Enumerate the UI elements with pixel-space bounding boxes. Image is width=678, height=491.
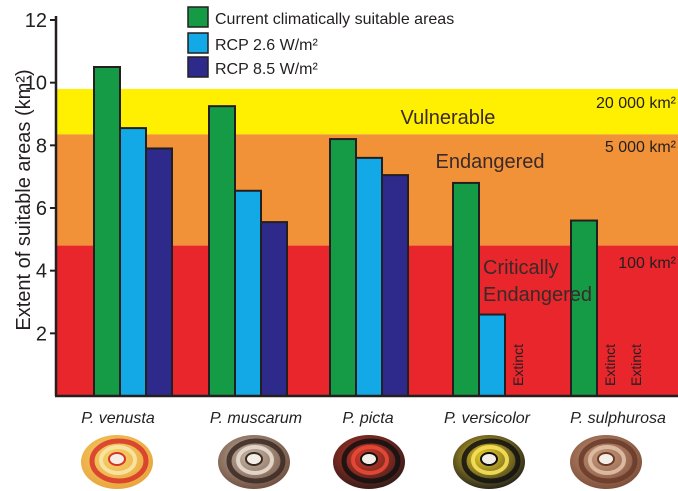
shell-band-middle — [471, 445, 509, 475]
band-label-line: Endangered — [483, 284, 592, 306]
shell-band-outer — [461, 438, 521, 484]
shell-band-outer — [226, 438, 286, 484]
shell-band-middle — [236, 445, 274, 475]
legend-swatch — [187, 56, 209, 78]
axes — [50, 16, 678, 398]
bar-1 — [208, 105, 236, 398]
band-vulnerable — [56, 88, 678, 135]
bar-3 — [260, 221, 288, 397]
extinct-labels: Extinct Extinct Extinct — [510, 344, 644, 386]
band-labels: Vulnerable 20 000 km² Endangered 5 000 km² C… — [401, 95, 677, 306]
y-tick-label: 2 — [36, 323, 47, 345]
category-label: P. sulphurosa — [570, 410, 666, 427]
y-tick-labels: 2 4 6 8 10 12 — [25, 10, 47, 345]
bar-2 — [355, 156, 383, 397]
shell-apex — [360, 452, 378, 466]
band-threshold: 20 000 km² — [596, 95, 677, 112]
legend-entry: Current climatically suitable areas — [215, 11, 454, 28]
bars — [93, 66, 598, 398]
bar-1 — [93, 66, 121, 397]
category-label: P. muscarum — [210, 410, 302, 427]
y-tick-label: 4 — [36, 261, 47, 283]
shell-band-outer — [578, 438, 638, 484]
y-tick-label: 8 — [36, 135, 47, 157]
category-label: P. versicolor — [444, 410, 531, 427]
band-label: Vulnerable — [401, 107, 496, 129]
shell-band-outer — [89, 438, 149, 484]
bar-1 — [452, 181, 480, 397]
legend-swatch — [187, 32, 209, 54]
extinct-label: Extinct — [510, 344, 526, 386]
shell-band-middle — [588, 445, 626, 475]
y-tick-label: 6 — [36, 198, 47, 220]
bar-3 — [381, 174, 409, 397]
band-label-line: Critically — [483, 257, 559, 279]
shell-apex — [480, 452, 498, 466]
shell-band-middle — [351, 445, 389, 475]
band-threshold: 5 000 km² — [605, 139, 677, 156]
bar-3 — [145, 147, 173, 397]
category-label: P. picta — [342, 410, 393, 427]
bar-2 — [119, 127, 147, 397]
extinct-label: Extinct — [602, 344, 618, 386]
legend-swatch — [187, 6, 209, 28]
bar-1 — [570, 219, 598, 397]
shell-apex — [597, 452, 615, 466]
snail-shell-images — [81, 435, 642, 489]
category-label: P. venusta — [81, 410, 155, 427]
legend-entry: RCP 2.6 W/m² — [215, 37, 319, 54]
shell-apex — [245, 452, 263, 466]
band-label: Endangered — [436, 151, 545, 173]
shell-band-outer — [341, 438, 401, 484]
x-category-labels: P. venusta P. muscarum P. picta P. versicol… — [81, 410, 666, 427]
shell-band-middle — [99, 445, 137, 475]
shell-apex — [108, 452, 126, 466]
extinct-label: Extinct — [628, 344, 644, 386]
bar-2 — [234, 189, 262, 397]
y-tick-label: 10 — [25, 73, 47, 95]
legend: Current climatically suitable areas RCP 2… — [187, 6, 454, 78]
band-threshold: 100 km² — [618, 255, 676, 272]
legend-entry: RCP 8.5 W/m² — [215, 61, 319, 78]
bar-2 — [478, 313, 506, 397]
bar-1 — [329, 138, 357, 397]
y-axis-label: Extent of suitable areas (km²) — [13, 69, 35, 330]
y-tick-label: 12 — [25, 10, 47, 32]
